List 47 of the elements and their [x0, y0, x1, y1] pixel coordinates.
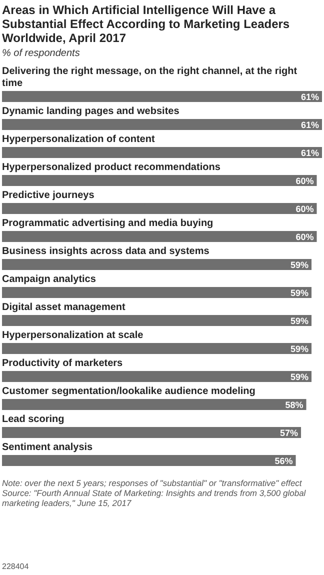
- y-tick-label: Productivity of marketers: [2, 358, 124, 369]
- y-tick-label: Business insights across data and systems: [2, 246, 210, 257]
- y-tick-label: Digital asset management: [2, 302, 126, 313]
- y-tick-label: Campaign analytics: [2, 274, 96, 285]
- y-tick-label: Programmatic advertising and media buying: [2, 218, 214, 229]
- bar: [2, 175, 317, 186]
- y-tick-label: Dynamic landing pages and websites: [2, 106, 180, 117]
- data-label: 58%: [285, 400, 304, 410]
- bar: [2, 399, 306, 410]
- data-label: 59%: [290, 288, 309, 298]
- bar: [2, 455, 296, 466]
- bar: [2, 231, 317, 242]
- y-tick-label: Customer segmentation/lookalike audience modeling: [2, 386, 256, 397]
- y-tick-label: Predictive journeys: [2, 190, 95, 201]
- bar: [2, 147, 322, 158]
- data-label: 60%: [296, 176, 314, 186]
- source-note: Source: "Fourth Annual State of Marketing: Insights and trends from 3,500 global marketing leaders," June 15, 2017: [2, 488, 307, 508]
- data-label: 60%: [296, 232, 314, 242]
- y-tick-label: Delivering the right message, on the right channel, at the right time: [2, 66, 298, 89]
- y-tick-label: Lead scoring: [2, 414, 64, 425]
- bar: [2, 91, 322, 102]
- text: 228404: [2, 562, 30, 571]
- bar: [2, 203, 317, 214]
- bar: [2, 343, 312, 354]
- data-label: 59%: [290, 260, 309, 270]
- bar: [2, 119, 322, 130]
- data-label: 60%: [296, 204, 314, 214]
- data-label: 61%: [300, 120, 319, 130]
- chart-subtitle: % of respondents: [2, 48, 80, 59]
- data-label: 57%: [280, 428, 298, 438]
- y-tick-label: Hyperpersonalized product recommendations: [2, 162, 221, 173]
- bar: [2, 315, 312, 326]
- y-tick-label: Sentiment analysis: [2, 442, 94, 453]
- data-label: 61%: [300, 92, 319, 102]
- bar: [2, 427, 302, 438]
- bar: [2, 259, 312, 270]
- data-label: 61%: [300, 148, 319, 158]
- y-tick-label: Hyperpersonalization of content: [2, 134, 156, 145]
- data-label: 59%: [290, 344, 309, 354]
- bar: [2, 371, 312, 382]
- data-label: 59%: [290, 316, 309, 326]
- chart-title: Areas in Which Artificial Intelligence Will Have a Substantial Effect According to Marketing Leaders Worldwide, April 2017: [2, 3, 290, 45]
- data-label: 56%: [274, 456, 293, 466]
- bar: [2, 287, 312, 298]
- y-tick-label: Hyperpersonalization at scale: [2, 330, 144, 341]
- data-label: 59%: [290, 372, 309, 382]
- text: Note: over the next 5 years; responses of "substantial" or "transformative" effect: [2, 478, 302, 488]
